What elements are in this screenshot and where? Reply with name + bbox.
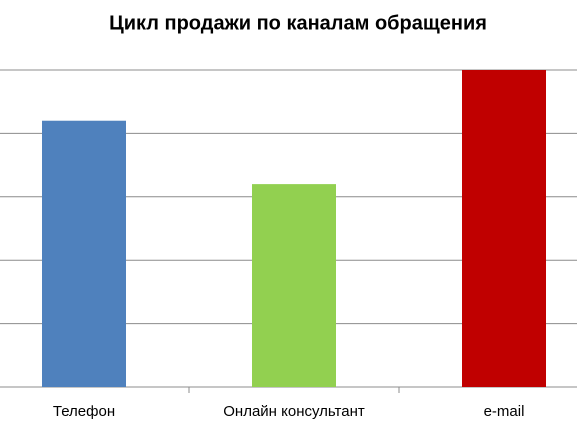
x-tick-label: Онлайн консультант (223, 403, 365, 420)
x-tick-label: e-mail (484, 403, 525, 420)
x-tick-label: Телефон (53, 403, 115, 420)
bar (252, 184, 336, 387)
chart-title: Цикл продажи по каналам обращения (109, 12, 487, 34)
bar (42, 120, 126, 387)
bar (462, 70, 546, 387)
